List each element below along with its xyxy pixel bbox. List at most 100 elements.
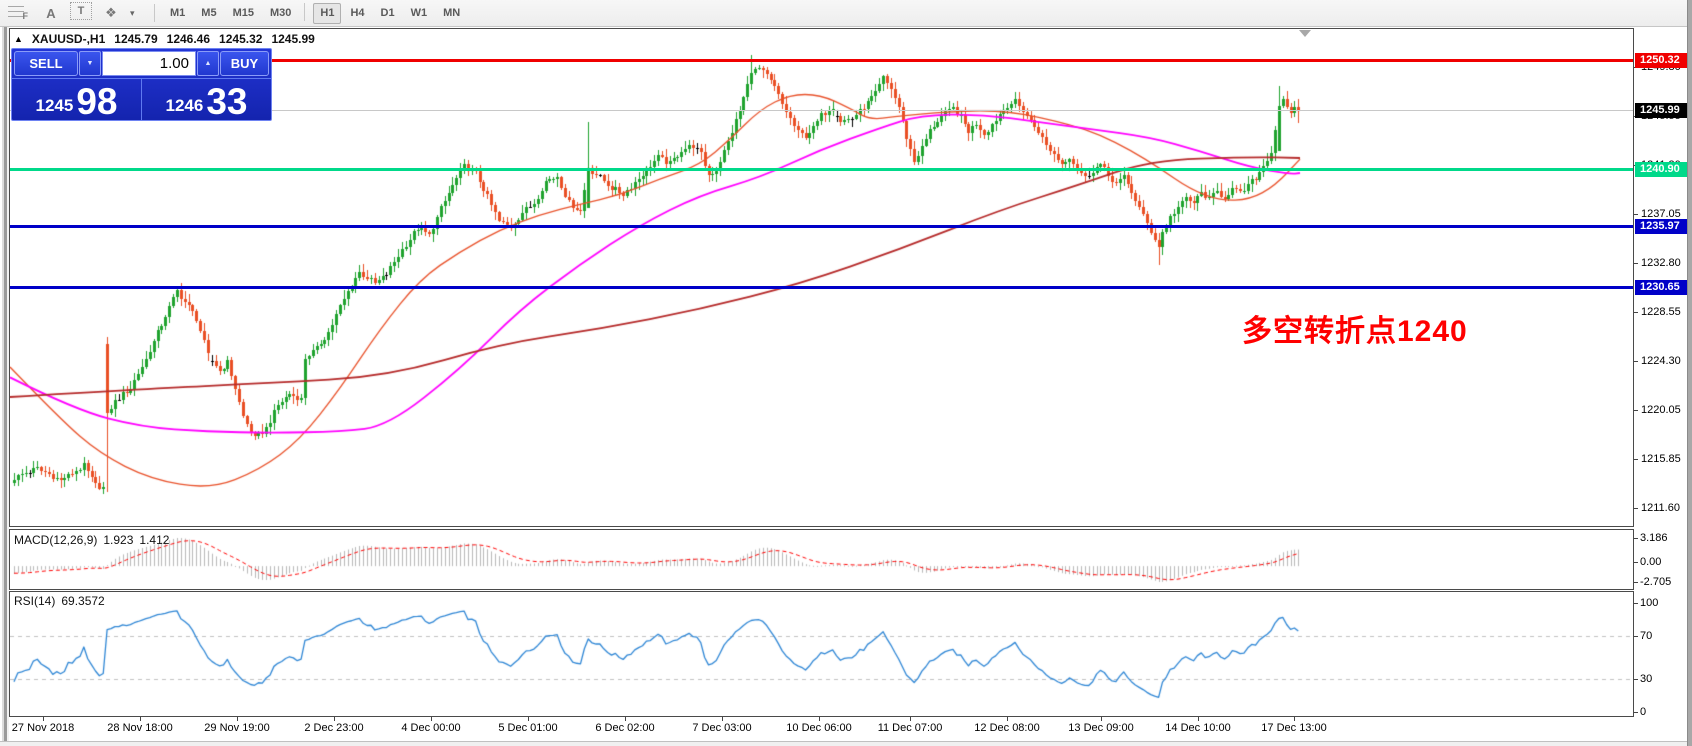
toolbar: F A T ❖ ▾ M1 M5 M15 M30 H1 H4 D1 W1 MN xyxy=(0,0,1692,27)
candlestick-chart-canvas[interactable] xyxy=(10,29,1633,526)
price-tick-label: 1220.05 xyxy=(1641,404,1681,417)
indicator-tick-mark xyxy=(1634,603,1638,604)
time-label: 28 Nov 18:00 xyxy=(107,722,173,734)
timeframe-d1[interactable]: D1 xyxy=(380,7,395,19)
fibonacci-tool-icon[interactable]: F xyxy=(6,2,32,24)
window-right-edge xyxy=(1687,0,1692,746)
time-tick-mark xyxy=(140,717,141,721)
indicator-axis-label: 30 xyxy=(1640,673,1653,685)
timeframe-m5[interactable]: M5 xyxy=(201,7,217,19)
text-tool-icon[interactable]: A xyxy=(46,5,56,21)
indicator-tick-mark xyxy=(1634,582,1638,583)
chart-annotation-text[interactable]: 多空转折点1240 xyxy=(1242,315,1468,348)
time-tick-mark xyxy=(1007,717,1008,721)
indicator-axis-label: 0 xyxy=(1640,706,1647,718)
indicator-tick-mark xyxy=(1634,538,1638,539)
price-tick-mark xyxy=(1634,214,1638,215)
indicator-axis-label: 3.186 xyxy=(1640,532,1668,544)
buy-price[interactable]: 1246 33 xyxy=(142,79,271,120)
price-tick-mark xyxy=(1634,508,1638,509)
time-tick-mark xyxy=(431,717,432,721)
arrows-dropdown-icon[interactable]: ▾ xyxy=(130,7,135,18)
price-tick-label: 1237.05 xyxy=(1641,208,1681,220)
chart-shift-marker[interactable] xyxy=(1299,30,1311,37)
buy-price-pips: 33 xyxy=(206,80,248,122)
volume-input[interactable] xyxy=(102,51,196,76)
price-tick-mark xyxy=(1634,361,1638,362)
price-tick-mark xyxy=(1634,410,1638,411)
sell-price[interactable]: 1245 98 xyxy=(12,79,141,120)
sell-button[interactable]: SELL xyxy=(14,51,78,76)
price-badge-1240.90: 1240.90 xyxy=(1635,162,1692,177)
time-tick-mark xyxy=(1198,717,1199,721)
time-tick-mark xyxy=(819,717,820,721)
timeframe-group: M1 M5 M15 M30 H1 H4 D1 W1 MN xyxy=(163,2,469,24)
time-label: 4 Dec 00:00 xyxy=(401,722,461,734)
timeframe-h1[interactable]: H1 xyxy=(313,2,342,24)
price-badge-1245.99: 1245.99 xyxy=(1635,103,1692,118)
time-tick-mark xyxy=(910,717,911,721)
price-badge-1250.32: 1250.32 xyxy=(1635,53,1692,68)
time-tick-mark xyxy=(237,717,238,721)
time-tick-mark xyxy=(625,717,626,721)
toolbar-separator xyxy=(154,4,155,22)
price-tick-mark xyxy=(1634,459,1638,460)
time-tick-mark xyxy=(1294,717,1295,721)
price-tick-label: 1211.60 xyxy=(1641,501,1680,514)
window-bottom-edge xyxy=(0,741,1692,746)
hline-resistance-line[interactable] xyxy=(10,59,1633,62)
timeframe-m30[interactable]: M30 xyxy=(269,7,292,19)
timeframe-h4[interactable]: H4 xyxy=(350,7,365,19)
volume-decrease-button[interactable]: ▼ xyxy=(79,51,101,76)
time-tick-mark xyxy=(528,717,529,721)
timeframe-m15[interactable]: M15 xyxy=(232,7,254,19)
one-click-trade-panel: SELL ▼ ▲ BUY 1245 98 1246 33 xyxy=(11,48,272,121)
indicator-axis-label: 0.00 xyxy=(1640,556,1662,568)
time-tick-mark xyxy=(334,717,335,721)
time-label: 10 Dec 06:00 xyxy=(786,722,852,734)
price-tick-label: 1224.30 xyxy=(1641,355,1681,368)
drawing-tools-group: F A T ❖ xyxy=(6,2,130,24)
indicator-tick-mark xyxy=(1634,636,1638,637)
macd-signal-value: 1.412 xyxy=(139,533,170,547)
time-label: 17 Dec 13:00 xyxy=(1261,722,1327,734)
price-tick-mark xyxy=(1634,312,1638,313)
time-label: 6 Dec 02:00 xyxy=(595,722,655,734)
time-label: 7 Dec 03:00 xyxy=(692,722,752,734)
timeframe-separator xyxy=(304,2,306,21)
chart-title-bar: ▲ XAUUSD-,H1 1245.79 1246.46 1245.32 124… xyxy=(14,32,315,46)
text-label-tool-icon[interactable]: T xyxy=(70,2,92,20)
hline-support-line-2[interactable] xyxy=(10,286,1633,289)
timeframe-m1[interactable]: M1 xyxy=(170,7,186,19)
left-splitter[interactable] xyxy=(0,27,9,741)
price-tick-label: 1215.85 xyxy=(1641,452,1681,465)
timeframe-mn[interactable]: MN xyxy=(443,7,461,19)
macd-label: MACD(12,26,9) 1.923 1.412 xyxy=(14,533,169,547)
ohlc-low: 1245.32 xyxy=(219,32,263,46)
timeframe-w1[interactable]: W1 xyxy=(410,7,428,19)
volume-increase-button[interactable]: ▲ xyxy=(197,51,219,76)
price-tick-label: 1228.55 xyxy=(1641,306,1681,319)
macd-indicator-canvas[interactable] xyxy=(10,530,1633,589)
time-label: 27 Nov 2018 xyxy=(11,722,75,734)
trade-controls-row: SELL ▼ ▲ BUY xyxy=(12,49,271,79)
hline-support-line-1[interactable] xyxy=(10,225,1633,228)
time-label: 5 Dec 01:00 xyxy=(498,722,558,734)
rsi-indicator-canvas[interactable] xyxy=(10,592,1633,716)
hline-current-price-line[interactable] xyxy=(10,110,1633,111)
rsi-value: 69.3572 xyxy=(61,594,105,608)
sell-price-pips: 98 xyxy=(76,80,118,122)
time-tick-mark xyxy=(722,717,723,721)
rsi-name: RSI(14) xyxy=(14,594,56,608)
collapse-trade-panel-icon[interactable]: ▲ xyxy=(14,34,23,44)
time-label: 2 Dec 23:00 xyxy=(304,722,364,734)
time-tick-mark xyxy=(1101,717,1102,721)
ohlc-high: 1246.46 xyxy=(166,32,211,46)
arrows-tool-icon[interactable]: ❖ xyxy=(105,5,117,20)
time-label: 13 Dec 09:00 xyxy=(1068,722,1134,734)
symbol-name: XAUUSD-,H1 xyxy=(31,32,106,46)
hline-pivot-line[interactable] xyxy=(10,168,1633,171)
buy-button[interactable]: BUY xyxy=(220,51,269,76)
time-label: 11 Dec 07:00 xyxy=(877,722,943,734)
indicator-tick-mark xyxy=(1634,712,1638,713)
